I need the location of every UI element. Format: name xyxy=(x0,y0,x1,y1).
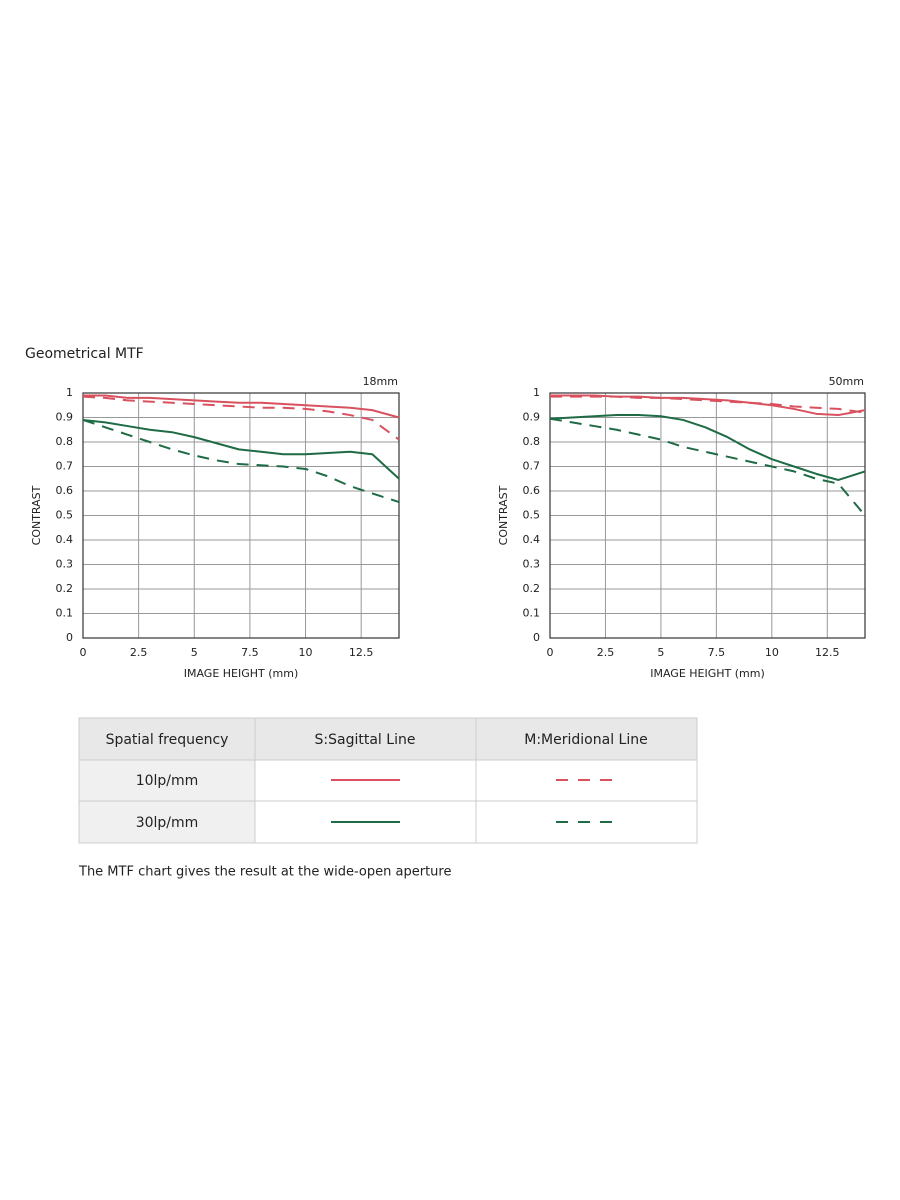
table-cell: 30lp/mm xyxy=(136,815,199,831)
table-header: S:Sagittal Line xyxy=(315,732,416,748)
heading: Geometrical MTF xyxy=(25,346,144,362)
x-tick-label: 0 xyxy=(547,646,554,659)
y-tick-label: 0.4 xyxy=(523,533,541,546)
series-line xyxy=(82,395,400,441)
series-line xyxy=(83,394,400,419)
table-header: Spatial frequency xyxy=(106,732,229,748)
x-tick-label: 12.5 xyxy=(815,646,840,659)
y-tick-label: 0.6 xyxy=(523,484,541,497)
y-tick-label: 0.1 xyxy=(523,607,541,620)
x-tick-label: 2.5 xyxy=(130,646,148,659)
table-header: M:Meridional Line xyxy=(524,732,647,748)
y-axis-label: CONTRAST xyxy=(497,485,510,545)
y-tick-label: 0.3 xyxy=(56,558,74,571)
y-tick-label: 0.2 xyxy=(56,582,74,595)
y-tick-label: 0 xyxy=(66,631,73,644)
x-tick-label: 7.5 xyxy=(241,646,259,659)
x-tick-label: 10 xyxy=(299,646,313,659)
y-tick-label: 0.6 xyxy=(56,484,74,497)
series-line xyxy=(549,417,866,517)
plot-border xyxy=(549,392,866,639)
y-tick-label: 0.7 xyxy=(56,460,74,473)
y-tick-label: 0.9 xyxy=(523,411,541,424)
y-tick-label: 0.2 xyxy=(523,582,541,595)
y-tick-label: 0.3 xyxy=(523,558,541,571)
y-tick-label: 0.8 xyxy=(523,435,541,448)
series-line xyxy=(549,414,866,481)
y-tick-label: 0.7 xyxy=(523,460,541,473)
series-line xyxy=(550,394,866,417)
plot-border xyxy=(82,392,400,639)
y-tick-label: 0.9 xyxy=(56,411,74,424)
x-tick-label: 5 xyxy=(657,646,664,659)
legend-table: Spatial frequency S:Sagittal Line M:Meri… xyxy=(78,717,698,844)
footnote: The MTF chart gives the result at the wi… xyxy=(78,865,451,880)
y-tick-label: 0.5 xyxy=(523,509,541,522)
x-tick-label: 2.5 xyxy=(597,646,615,659)
chart-title: 18mm xyxy=(363,375,398,388)
x-tick-label: 5 xyxy=(191,646,198,659)
y-tick-label: 0.4 xyxy=(56,533,74,546)
x-tick-label: 10 xyxy=(765,646,779,659)
x-axis-label: IMAGE HEIGHT (mm) xyxy=(184,667,299,680)
y-tick-label: 0.5 xyxy=(56,509,74,522)
series-line xyxy=(82,418,400,480)
x-tick-label: 12.5 xyxy=(349,646,374,659)
table-border xyxy=(78,717,698,844)
y-tick-label: 1 xyxy=(66,386,73,399)
y-tick-label: 0.1 xyxy=(56,607,74,620)
x-axis-label: IMAGE HEIGHT (mm) xyxy=(650,667,765,680)
series-line xyxy=(82,419,400,503)
x-tick-label: 0 xyxy=(80,646,87,659)
x-tick-label: 7.5 xyxy=(708,646,726,659)
y-axis-label: CONTRAST xyxy=(30,485,43,545)
series-line xyxy=(550,395,866,414)
y-tick-label: 0.8 xyxy=(56,435,74,448)
table-cell: 10lp/mm xyxy=(136,773,199,789)
chart-title: 50mm xyxy=(829,375,864,388)
header-bg xyxy=(79,718,697,760)
y-tick-label: 0 xyxy=(533,631,540,644)
y-tick-label: 1 xyxy=(533,386,540,399)
